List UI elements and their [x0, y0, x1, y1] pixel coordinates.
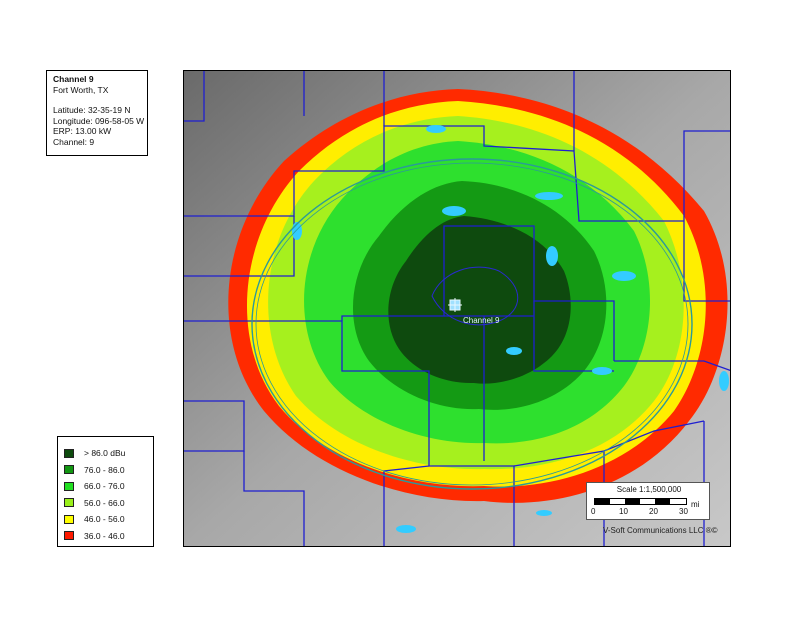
station-title: Channel 9 — [53, 74, 94, 84]
scale-bar — [594, 498, 687, 505]
legend-swatch — [64, 514, 74, 524]
legend-item: 36.0 - 46.0 — [64, 528, 153, 545]
scale-tick-10: 10 — [619, 507, 628, 516]
legend-label: > 86.0 dBu — [84, 448, 126, 459]
scale-tick-30: 30 — [679, 507, 688, 516]
coverage-contours — [228, 89, 728, 503]
legend-item: 66.0 - 76.0 — [64, 478, 153, 495]
legend-label: 66.0 - 76.0 — [84, 481, 125, 492]
scale-tick-20: 20 — [649, 507, 658, 516]
legend-swatch — [64, 531, 74, 541]
station-info-box: Channel 9 Fort Worth, TX Latitude: 32-35… — [46, 70, 148, 156]
scale-bar-box: Scale 1:1,500,000 0 10 20 30 mi — [586, 482, 710, 520]
scale-unit: mi — [691, 500, 700, 509]
station-channel: Channel: 9 — [53, 136, 95, 147]
legend-item: > 86.0 dBu — [64, 445, 153, 462]
credit-text: V-Soft Communications LLC ®© — [603, 526, 718, 535]
station-longitude: Longitude: 096-58-05 W — [53, 115, 145, 126]
legend-item: 76.0 - 86.0 — [64, 462, 153, 479]
station-erp: ERP: 13.00 kW — [53, 126, 112, 136]
legend-item: 46.0 - 56.0 — [64, 511, 153, 528]
legend-label: 76.0 - 86.0 — [84, 464, 125, 475]
legend-label: 46.0 - 56.0 — [84, 514, 125, 525]
scale-tick-0: 0 — [591, 507, 596, 516]
legend-swatch — [64, 498, 74, 508]
coverage-map-canvas — [184, 71, 730, 546]
contour-ring-inner — [255, 162, 689, 486]
legend-swatch — [64, 448, 74, 458]
contour-ring — [251, 158, 693, 490]
legend-label: 36.0 - 46.0 — [84, 530, 125, 541]
legend-item: 56.0 - 66.0 — [64, 495, 153, 512]
legend-swatch — [64, 465, 74, 475]
transmitter-icon — [448, 298, 462, 312]
scale-segment — [595, 499, 610, 504]
scale-segment — [625, 499, 640, 504]
coverage-map[interactable]: Channel 9 — [183, 70, 731, 547]
scale-segment — [655, 499, 670, 504]
coverage-band-86-plus — [388, 216, 571, 384]
signal-legend: > 86.0 dBu 76.0 - 86.0 66.0 - 76.0 56.0 … — [57, 436, 154, 547]
station-map-label: Channel 9 — [463, 316, 500, 325]
scale-title: Scale 1:1,500,000 — [616, 485, 682, 494]
station-latitude: Latitude: 32-35-19 N — [53, 105, 131, 115]
legend-swatch — [64, 481, 74, 491]
legend-label: 56.0 - 66.0 — [84, 497, 125, 508]
county-boundaries — [184, 71, 730, 546]
water-bodies — [292, 125, 729, 533]
city-boundary — [431, 266, 519, 326]
station-city: Fort Worth, TX — [53, 84, 109, 95]
